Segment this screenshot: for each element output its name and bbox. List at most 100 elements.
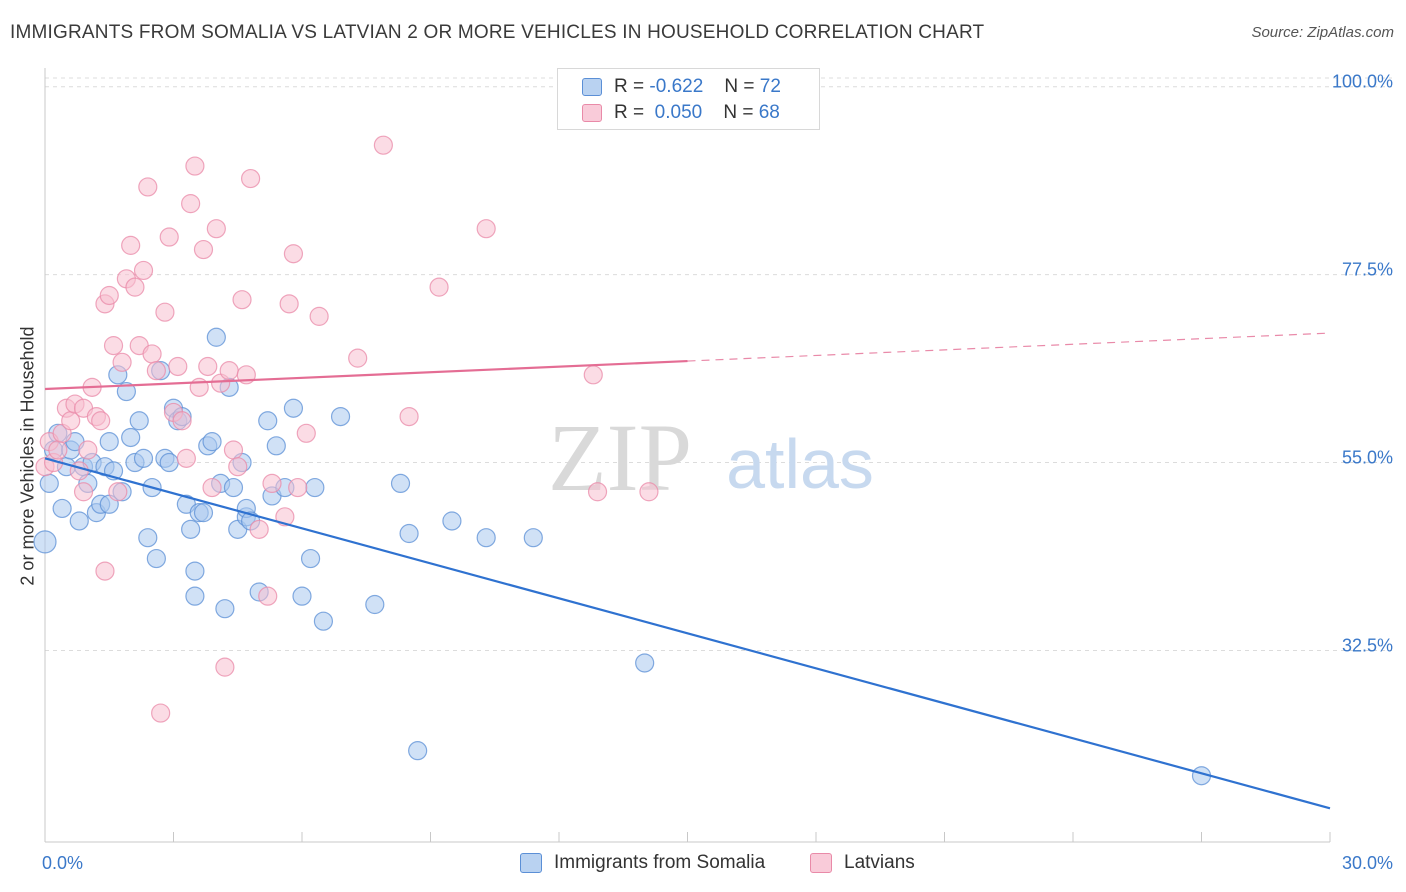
point-latvian xyxy=(73,482,94,502)
watermark: ZIP atlas xyxy=(548,404,874,511)
chart-title: IMMIGRANTS FROM SOMALIA VS LATVIAN 2 OR … xyxy=(10,22,985,43)
series-latvian-points xyxy=(35,135,659,723)
point-somalia xyxy=(185,561,205,581)
legend-r-value-somalia: -0.622 xyxy=(649,76,704,97)
point-latvian xyxy=(185,156,205,176)
axes-layer xyxy=(44,68,1331,843)
point-latvian xyxy=(348,348,368,368)
legend-n-value-latvian: 68 xyxy=(758,102,780,123)
legend-row-somalia: R = -0.622 N = 72 xyxy=(582,74,781,100)
point-latvian xyxy=(583,365,603,385)
point-somalia xyxy=(305,477,325,498)
point-latvian xyxy=(279,294,299,314)
y-tick-label: 77.5% xyxy=(1342,260,1393,280)
point-somalia xyxy=(181,519,201,539)
legend-r-value-latvian: 0.050 xyxy=(654,102,703,123)
series-legend-somalia: Immigrants from Somalia xyxy=(520,852,765,874)
point-somalia xyxy=(99,432,119,452)
point-latvian xyxy=(146,361,166,381)
point-latvian xyxy=(142,344,162,364)
legend-row-latvian: R = 0.050 N = 68 xyxy=(582,100,780,126)
legend-r-label: R = xyxy=(614,102,645,123)
legend-n-label: N = xyxy=(723,102,754,123)
point-latvian xyxy=(78,440,98,460)
trend-line-dashed-latvian xyxy=(687,332,1331,362)
point-somalia xyxy=(69,511,89,531)
series-somalia-points xyxy=(33,327,1212,786)
point-latvian xyxy=(198,356,218,377)
point-latvian xyxy=(288,477,308,498)
point-somalia xyxy=(283,398,304,418)
trend-line-somalia xyxy=(44,457,1331,810)
point-latvian xyxy=(108,482,128,502)
grid-layer xyxy=(45,77,1392,651)
point-latvian xyxy=(103,336,124,356)
point-latvian xyxy=(429,277,449,297)
trend-line-latvian xyxy=(44,359,688,391)
point-latvian xyxy=(249,519,269,539)
legend-r-label: R = xyxy=(614,76,645,97)
trend-layer xyxy=(44,332,1331,810)
point-latvian xyxy=(95,561,115,581)
point-latvian xyxy=(138,177,158,197)
x-tick-label: 30.0% xyxy=(1342,853,1393,873)
point-latvian xyxy=(206,219,226,239)
point-somalia xyxy=(121,427,141,448)
point-somalia xyxy=(313,611,334,631)
point-latvian xyxy=(219,361,239,381)
point-somalia xyxy=(476,528,496,548)
point-latvian xyxy=(202,477,222,498)
point-latvian xyxy=(476,219,496,239)
point-somalia xyxy=(159,452,179,473)
series-legend-label-somalia: Immigrants from Somalia xyxy=(554,852,766,873)
point-latvian xyxy=(155,302,175,322)
legend-swatch-latvian xyxy=(582,104,602,122)
series-legend-latvian: Latvians xyxy=(810,852,915,874)
point-latvian xyxy=(181,194,201,214)
point-latvian xyxy=(587,482,608,502)
point-latvian xyxy=(151,703,171,723)
point-somalia xyxy=(223,477,244,498)
point-somalia xyxy=(258,411,278,431)
point-latvian xyxy=(193,239,214,260)
point-latvian xyxy=(172,411,192,431)
point-somalia xyxy=(133,448,154,468)
point-latvian xyxy=(283,244,304,264)
y-tick-label: 100.0% xyxy=(1332,72,1393,92)
point-somalia xyxy=(138,528,158,548)
point-somalia xyxy=(635,653,655,673)
point-somalia xyxy=(185,586,205,606)
point-latvian xyxy=(228,457,248,477)
point-somalia xyxy=(39,473,59,494)
point-somalia xyxy=(116,381,136,402)
point-latvian xyxy=(373,135,393,155)
point-somalia xyxy=(33,530,57,554)
point-somalia xyxy=(206,327,226,347)
point-latvian xyxy=(262,473,282,494)
series-legend-swatch-somalia xyxy=(520,853,542,873)
watermark-zip: ZIP xyxy=(548,404,692,511)
point-latvian xyxy=(258,586,278,606)
point-latvian xyxy=(296,423,316,443)
point-somalia xyxy=(193,503,214,523)
legend-swatch-somalia xyxy=(582,78,602,96)
point-somalia xyxy=(129,411,149,431)
point-latvian xyxy=(223,440,244,460)
point-latvian xyxy=(159,227,179,247)
point-latvian xyxy=(112,352,132,372)
point-somalia xyxy=(266,436,286,456)
point-somalia xyxy=(292,586,312,606)
point-somalia xyxy=(330,406,351,427)
point-somalia xyxy=(390,473,411,494)
tick-labels: 32.5% 55.0% 77.5% 100.0% 0.0% 30.0% xyxy=(42,72,1393,873)
point-somalia xyxy=(399,523,419,544)
point-latvian xyxy=(69,461,89,481)
series-legend: Immigrants from Somalia Latvians xyxy=(0,852,1406,878)
point-somalia xyxy=(215,599,235,619)
point-latvian xyxy=(125,277,145,297)
point-latvian xyxy=(309,306,329,326)
watermark-atlas: atlas xyxy=(726,425,874,503)
chart-source: Source: ZipAtlas.com xyxy=(1251,24,1394,41)
point-latvian xyxy=(241,168,261,189)
